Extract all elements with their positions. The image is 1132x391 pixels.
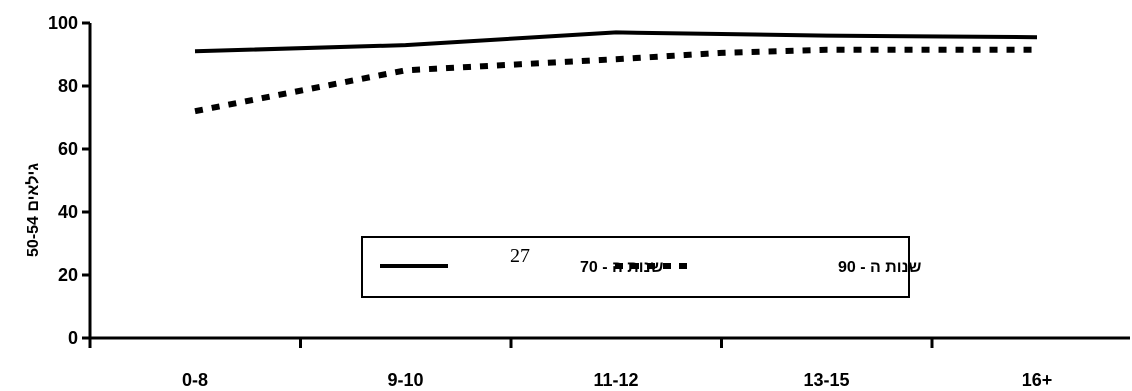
- series-line-70s: [194, 30, 1038, 54]
- x-tick-label: 11-12: [593, 370, 638, 390]
- x-tick-label: 9-10: [387, 370, 423, 390]
- x-tick-label: 0-8: [182, 370, 208, 390]
- y-axis-label: גילאים 50-54: [24, 163, 42, 257]
- y-ticks: 0 20 40 60 80 100: [48, 13, 90, 348]
- series-group: [194, 30, 1038, 115]
- x-ticks: 0-8 9-10 11-12 13-15 16+: [88, 338, 1053, 390]
- y-tick-label: 40: [58, 202, 78, 222]
- axes: [88, 23, 1130, 340]
- x-tick-label: 16+: [1022, 370, 1053, 390]
- legend: שנות ה - 70 שנות ה - 90 27: [361, 236, 921, 298]
- y-tick-label: 0: [68, 328, 78, 348]
- page-number-annotation: 27: [510, 245, 530, 267]
- series-line-90s: [194, 46, 1037, 115]
- y-tick-label: 60: [58, 139, 78, 159]
- x-tick-label: 13-15: [803, 370, 849, 390]
- y-tick-label: 100: [48, 13, 78, 33]
- legend-label-90s: שנות ה - 90: [838, 259, 921, 276]
- y-tick-label: 20: [58, 265, 78, 285]
- y-tick-label: 80: [58, 76, 78, 96]
